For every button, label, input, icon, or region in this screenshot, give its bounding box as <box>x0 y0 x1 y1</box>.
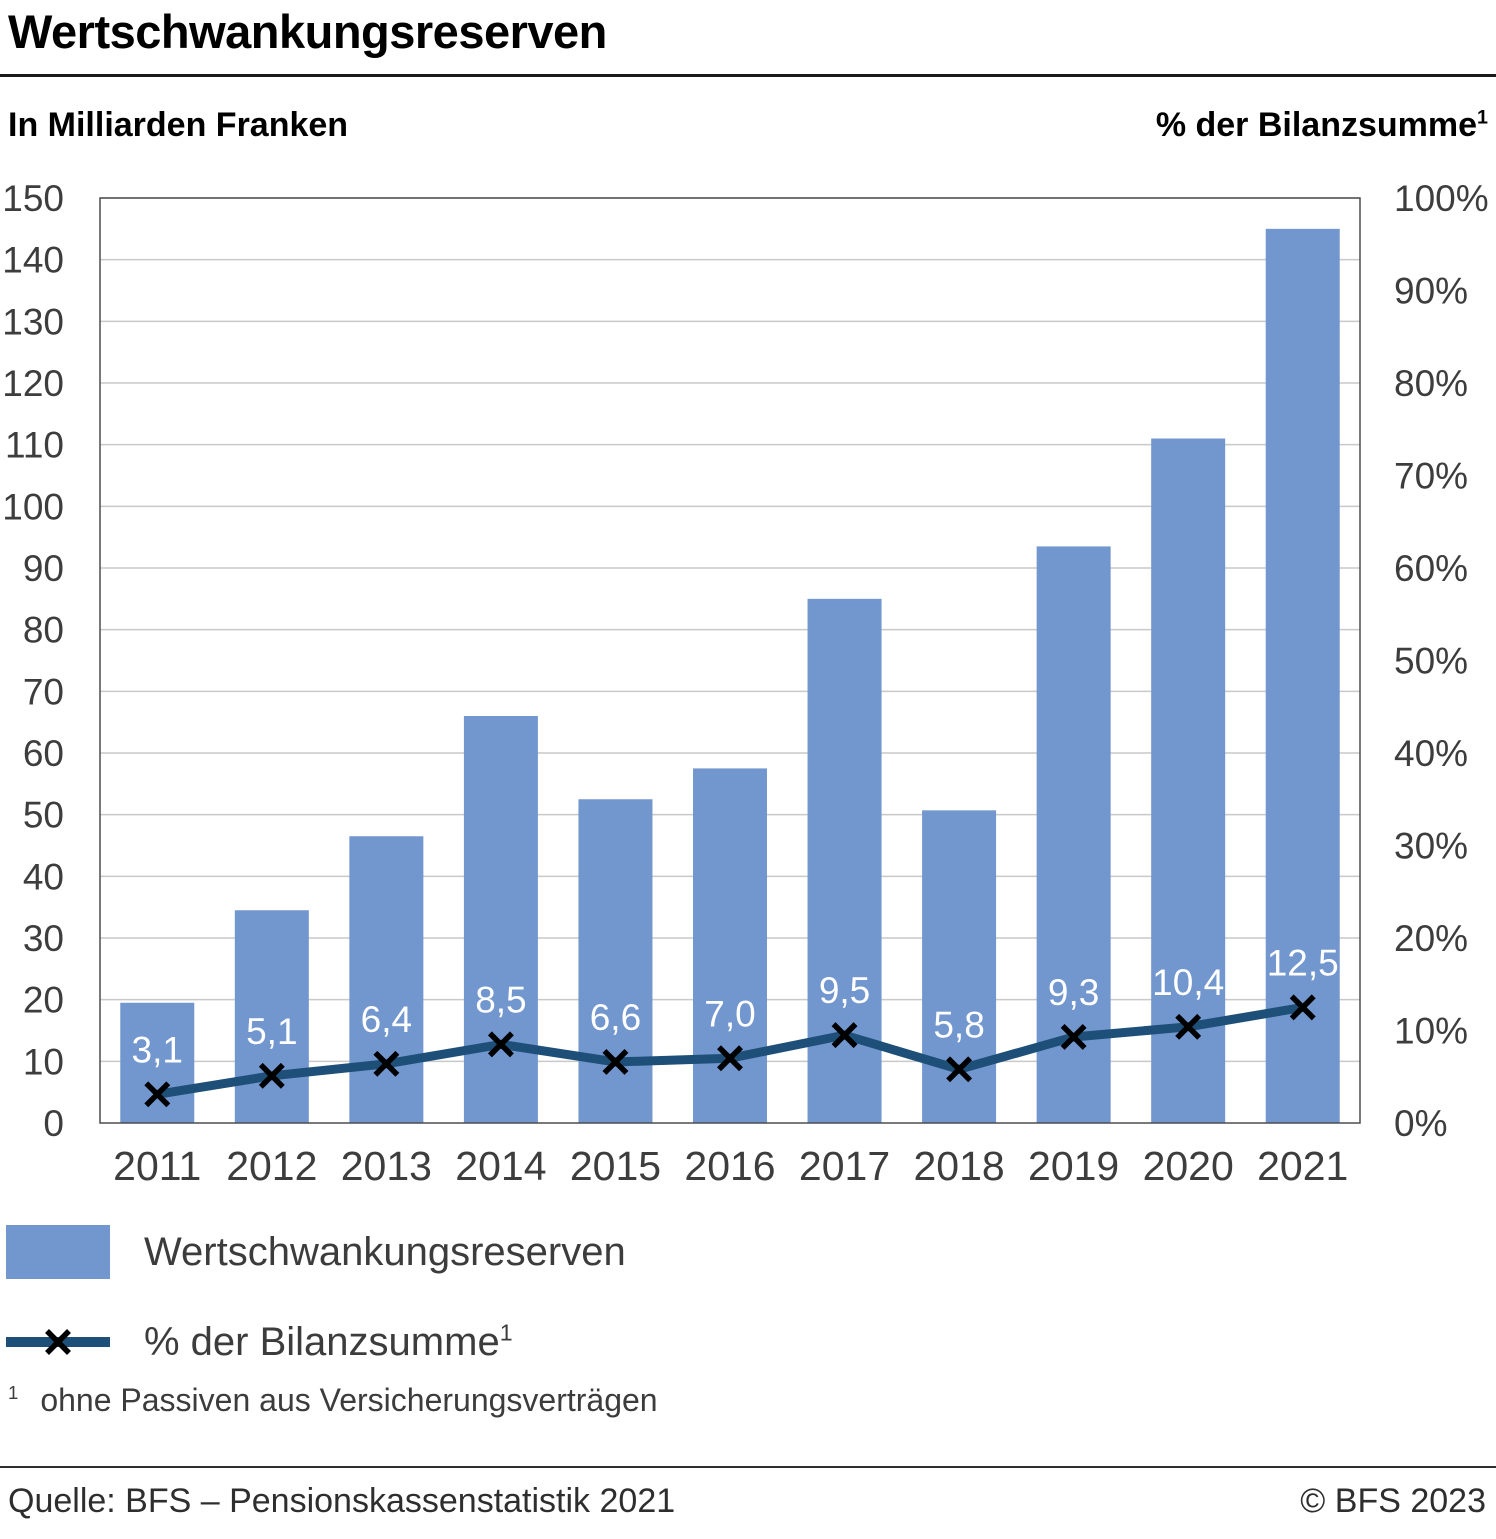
x-axis-label: 2012 <box>226 1143 317 1189</box>
legend: Wertschwankungsreserven % der Bilanzsumm… <box>6 1225 626 1405</box>
x-marker-2020 <box>1175 1013 1202 1040</box>
right-tick-label: 100% <box>1394 178 1489 219</box>
x-marker-2018 <box>946 1056 973 1083</box>
legend-label-line: % der Bilanzsumme1 <box>144 1319 513 1364</box>
bar-2015 <box>578 799 653 1123</box>
x-marker-2012 <box>258 1062 285 1089</box>
title-divider <box>0 74 1496 77</box>
line-x-swatch <box>6 1329 110 1355</box>
left-tick-label: 70 <box>23 671 64 712</box>
left-tick-label: 10 <box>23 1041 64 1082</box>
left-tick-label: 150 <box>2 178 64 219</box>
bar-2021 <box>1265 228 1340 1124</box>
right-tick-label: 40% <box>1394 733 1468 774</box>
page-title: Wertschwankungsreserven <box>8 5 607 58</box>
copyright-text: © BFS 2023 <box>1300 1482 1486 1520</box>
right-tick-label: 70% <box>1394 456 1468 497</box>
left-tick-label: 50 <box>23 795 64 836</box>
left-tick-label: 120 <box>2 363 64 404</box>
left-tick-label: 40 <box>23 856 64 897</box>
x-axis-label: 2015 <box>570 1143 661 1189</box>
right-tick-label: 80% <box>1394 363 1468 404</box>
left-tick-label: 140 <box>2 240 64 281</box>
x-marker-2016 <box>717 1045 743 1072</box>
left-tick-label: 100 <box>2 486 64 527</box>
line-value-label: 8,5 <box>475 979 526 1020</box>
bar-2019 <box>1036 546 1111 1123</box>
footnote-marker: 1 <box>8 1382 19 1404</box>
line-value-label: 10,4 <box>1152 962 1224 1003</box>
right-axis-title: % der Bilanzsumme1 <box>1155 106 1488 144</box>
line-value-label: 3,1 <box>132 1029 183 1070</box>
footnote: 1 ohne Passiven aus Versicherungsverträge… <box>8 1382 658 1419</box>
left-tick-label: 90 <box>23 548 64 589</box>
line-value-label: 12,5 <box>1267 942 1339 983</box>
line-value-label: 5,8 <box>933 1004 984 1045</box>
left-tick-label: 80 <box>23 610 64 651</box>
bar-2016 <box>693 768 767 1123</box>
x-marker-2014 <box>487 1031 514 1058</box>
bar-swatch <box>6 1225 110 1279</box>
right-tick-label: 30% <box>1394 826 1468 867</box>
x-axis-label: 2019 <box>1028 1143 1119 1189</box>
x-axis-label: 2017 <box>799 1143 890 1189</box>
line-value-label: 9,3 <box>1048 972 1099 1013</box>
line-value-label: 6,6 <box>590 997 641 1038</box>
legend-item-bars: Wertschwankungsreserven <box>6 1225 626 1279</box>
footer: Quelle: BFS – Pensionskassenstatistik 20… <box>8 1482 1486 1521</box>
x-marker-2021 <box>1289 994 1316 1021</box>
x-axis-label: 2020 <box>1143 1143 1234 1189</box>
footer-divider <box>0 1466 1496 1468</box>
left-tick-label: 130 <box>2 301 64 342</box>
x-marker-2017 <box>831 1022 858 1049</box>
right-tick-label: 0% <box>1394 1103 1447 1144</box>
combo-chart: 3,1 5,1 6,4 8,5 6,6 7,0 9,5 5,8 9,3 10,4 12,5 0 10 20… <box>2 178 1489 1189</box>
x-axis-label: 2018 <box>913 1143 1004 1189</box>
bar-2020 <box>1151 438 1226 1123</box>
x-marker-2013 <box>373 1050 400 1077</box>
line-value-label: 7,0 <box>704 993 755 1034</box>
x-marker-2015 <box>602 1049 629 1075</box>
left-tick-label: 110 <box>5 425 64 466</box>
right-tick-label: 10% <box>1394 1011 1468 1052</box>
footnote-text: ohne Passiven aus Versicherungsverträgen <box>40 1382 658 1418</box>
left-tick-label: 0 <box>43 1103 64 1144</box>
left-tick-label: 60 <box>23 733 64 774</box>
left-tick-label: 20 <box>23 980 64 1021</box>
x-axis-label: 2016 <box>684 1143 775 1189</box>
legend-x-marker <box>45 1329 71 1355</box>
x-marker-2019 <box>1060 1024 1087 1050</box>
x-axis-label: 2011 <box>113 1143 201 1189</box>
plot-border <box>99 197 1361 1124</box>
bar-2014 <box>463 716 538 1123</box>
bar-2013 <box>349 836 424 1123</box>
right-tick-label: 20% <box>1394 918 1468 959</box>
x-axis-label: 2013 <box>341 1143 432 1189</box>
right-tick-label: 90% <box>1394 271 1468 312</box>
line-value-label: 9,5 <box>819 970 870 1011</box>
bar-2018 <box>922 810 997 1123</box>
legend-label-bars: Wertschwankungsreserven <box>144 1229 626 1274</box>
left-axis-title: In Milliarden Franken <box>8 106 349 144</box>
left-tick-label: 30 <box>23 918 64 959</box>
footnote-ref: 1 <box>499 1319 513 1346</box>
line-value-label: 5,1 <box>246 1011 297 1052</box>
source-text: Quelle: BFS – Pensionskassenstatistik 20… <box>8 1482 676 1520</box>
bar-2011 <box>120 1002 195 1123</box>
right-tick-label: 60% <box>1394 548 1468 589</box>
x-axis-label: 2021 <box>1257 1143 1348 1189</box>
legend-item-line: % der Bilanzsumme1 <box>6 1315 626 1369</box>
line-value-label: 6,4 <box>361 999 412 1040</box>
x-marker-2011 <box>144 1081 171 1108</box>
footnote-ref: 1 <box>1477 106 1488 129</box>
right-tick-label: 50% <box>1394 641 1468 682</box>
axis-titles-row: In Milliarden Franken % der Bilanzsumme1 <box>8 106 1488 145</box>
bar-2012 <box>234 910 309 1123</box>
x-axis-label: 2014 <box>455 1143 546 1189</box>
